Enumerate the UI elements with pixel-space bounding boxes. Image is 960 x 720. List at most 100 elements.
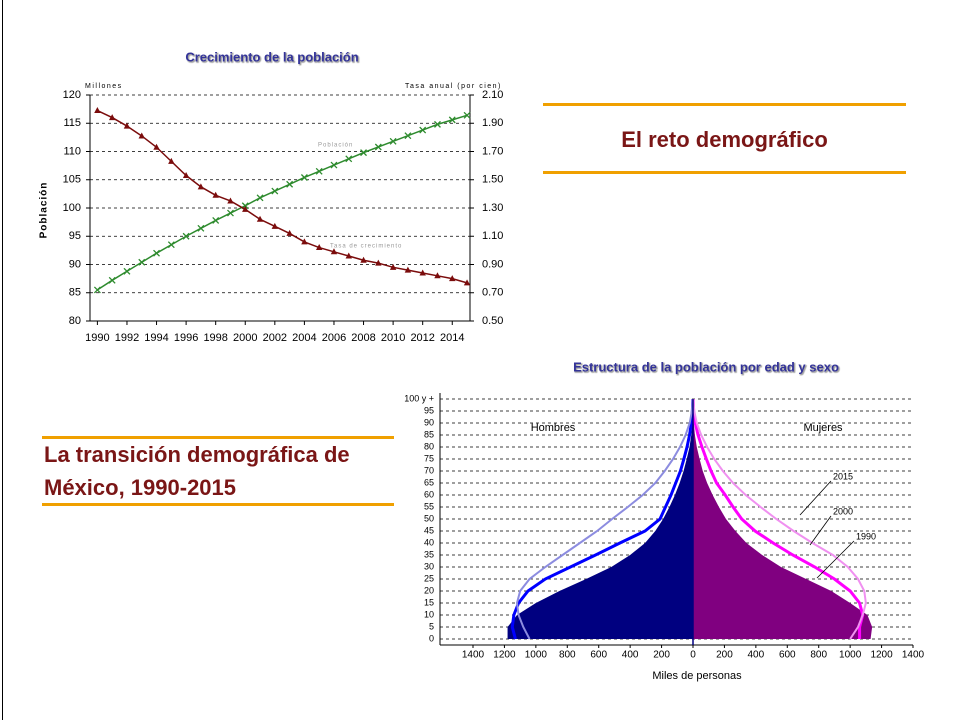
marker [345,252,352,259]
marker [271,222,279,229]
marker [315,244,323,251]
x-tick-label: 200 [653,650,670,661]
y-tick-label: 100 y + [404,393,434,403]
pyramid-line [692,398,867,640]
y-tick-label: 90 [69,258,81,270]
marker [330,161,338,169]
x-tick-label: 200 [716,650,733,661]
marker [94,107,101,114]
pyramid-line [510,398,695,640]
marker [153,143,160,150]
marker [242,205,249,212]
marker [108,276,116,284]
marker [108,114,116,121]
y-tick-label: 85 [424,429,434,439]
marker [301,238,308,245]
x-tick-label: 2002 [263,332,287,344]
marker [256,194,264,202]
y2-tick-label: 0.90 [482,258,503,270]
y2-tick-label: 1.90 [482,117,503,129]
marker [345,155,353,163]
chart-title: Estructura de la población por edad y se… [573,359,839,374]
pyramid-line [691,398,865,639]
marker [300,174,308,181]
rule [543,171,906,174]
y2-tick-label: 0.70 [482,287,503,299]
pyramid-line [515,398,694,640]
x-label: Miles de personas [652,670,742,682]
slide-title: El reto demográfico [621,127,828,152]
y-tick-label: 110 [63,145,81,157]
x-tick-label: 800 [559,650,576,661]
y-tick-label: 90 [424,417,434,427]
x-tick-label: 2010 [381,332,405,344]
y-tick-label: 95 [424,405,434,415]
leader-line [799,480,832,516]
y-tick-label: 60 [424,489,434,499]
y-tick-label: 85 [69,287,81,299]
marker [153,249,160,257]
x-tick-label: 1996 [174,332,198,344]
marker [404,132,412,140]
y-tick-label: 0 [429,633,434,643]
y-tick-label: 40 [424,537,434,547]
y2-tick-label: 1.70 [482,145,503,157]
x-tick-label: 1400 [902,650,925,661]
marker [419,269,426,276]
y-tick-label: 80 [69,315,81,327]
marker [138,258,146,266]
marker [463,279,471,286]
x-tick-label: 2000 [233,332,257,344]
y-tick-label: 15 [424,597,434,607]
marker [360,256,367,263]
x-tick-label: 2008 [351,332,375,344]
x-tick-label: 1998 [203,332,227,344]
x-tick-label: 1000 [839,650,862,661]
marker [448,116,456,124]
y-tick-label: 105 [63,174,81,186]
x-tick-label: 800 [810,650,827,661]
x-tick-label: 2014 [440,332,464,344]
marker [404,266,412,273]
marker [463,111,471,119]
y-unit: Millones [85,83,123,90]
marker [449,275,456,282]
y2-tick-label: 1.50 [482,174,503,186]
rule [42,503,394,506]
chart-title: Crecimiento de la población [185,49,358,64]
y-tick-label: 35 [424,549,434,559]
marker [374,143,382,151]
year-label: 2015 [833,471,853,481]
x-tick-label: 600 [590,650,607,661]
y-tick-label: 95 [69,230,81,242]
x-tick-label: 2004 [292,332,316,344]
marker [197,224,205,232]
marker [315,167,323,175]
y-tick-label: 45 [424,525,434,535]
y-tick-label: 30 [424,561,434,571]
x-tick-label: 1994 [144,332,168,344]
x-tick-label: 400 [748,650,765,661]
pyramid-area [693,399,873,639]
marker [434,120,441,128]
y-tick-label: 25 [424,573,434,583]
y-tick-label: 5 [429,621,434,631]
leader-line [816,540,855,579]
x-tick-label: 1990 [85,332,109,344]
marker [360,149,368,157]
marker [93,286,101,294]
y-tick-label: 80 [424,441,434,451]
marker [227,209,234,217]
marker [227,197,234,204]
x-tick-label: 2006 [322,332,346,344]
marker [375,259,382,266]
marker [256,215,264,222]
y-tick-label: 70 [424,465,434,475]
rule [543,103,906,106]
y-tick-label: 100 [63,202,81,214]
year-label: 1990 [856,531,876,541]
y-tick-label: 65 [424,477,434,487]
marker [182,232,190,240]
